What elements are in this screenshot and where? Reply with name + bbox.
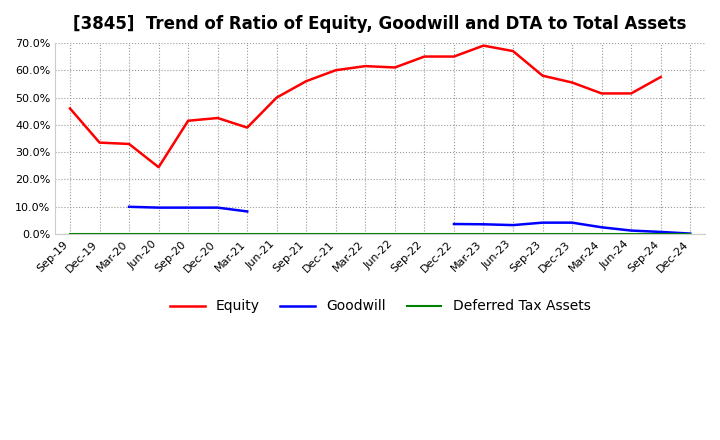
Deferred Tax Assets	[302, 231, 310, 236]
Equity	[480, 43, 488, 48]
Equity	[213, 115, 222, 121]
Deferred Tax Assets	[539, 231, 547, 236]
Deferred Tax Assets	[361, 231, 369, 236]
Deferred Tax Assets	[390, 231, 399, 236]
Deferred Tax Assets	[154, 231, 163, 236]
Line: Equity: Equity	[70, 46, 661, 167]
Deferred Tax Assets	[331, 231, 340, 236]
Goodwill	[125, 204, 133, 209]
Deferred Tax Assets	[568, 231, 577, 236]
Deferred Tax Assets	[657, 231, 665, 236]
Equity	[420, 54, 428, 59]
Deferred Tax Assets	[449, 231, 458, 236]
Equity	[302, 78, 310, 84]
Goodwill	[154, 205, 163, 210]
Equity	[95, 140, 104, 145]
Equity	[449, 54, 458, 59]
Goodwill	[213, 205, 222, 210]
Deferred Tax Assets	[213, 231, 222, 236]
Equity	[272, 95, 281, 100]
Equity	[568, 80, 577, 85]
Goodwill	[184, 205, 192, 210]
Goodwill	[243, 209, 251, 214]
Legend: Equity, Goodwill, Deferred Tax Assets: Equity, Goodwill, Deferred Tax Assets	[164, 294, 596, 319]
Line: Goodwill: Goodwill	[129, 207, 247, 212]
Deferred Tax Assets	[627, 231, 636, 236]
Equity	[627, 91, 636, 96]
Equity	[184, 118, 192, 123]
Equity	[390, 65, 399, 70]
Equity	[657, 74, 665, 80]
Equity	[66, 106, 74, 111]
Deferred Tax Assets	[95, 231, 104, 236]
Deferred Tax Assets	[598, 231, 606, 236]
Equity	[598, 91, 606, 96]
Equity	[331, 68, 340, 73]
Deferred Tax Assets	[184, 231, 192, 236]
Equity	[509, 48, 518, 54]
Equity	[361, 63, 369, 69]
Deferred Tax Assets	[66, 231, 74, 236]
Deferred Tax Assets	[243, 231, 251, 236]
Deferred Tax Assets	[272, 231, 281, 236]
Deferred Tax Assets	[686, 231, 695, 236]
Deferred Tax Assets	[125, 231, 133, 236]
Equity	[154, 165, 163, 170]
Deferred Tax Assets	[480, 231, 488, 236]
Equity	[243, 125, 251, 130]
Deferred Tax Assets	[420, 231, 428, 236]
Equity	[539, 73, 547, 78]
Deferred Tax Assets	[509, 231, 518, 236]
Title: [3845]  Trend of Ratio of Equity, Goodwill and DTA to Total Assets: [3845] Trend of Ratio of Equity, Goodwil…	[73, 15, 687, 33]
Equity	[125, 141, 133, 147]
